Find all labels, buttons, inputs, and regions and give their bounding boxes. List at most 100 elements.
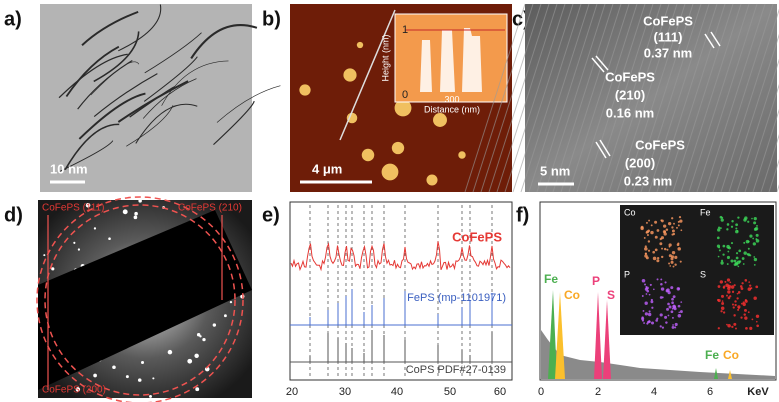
map-dot bbox=[644, 301, 648, 305]
map-dot bbox=[733, 314, 736, 317]
peak-label: P bbox=[592, 274, 600, 288]
fringe-markers bbox=[591, 31, 721, 159]
map-dot bbox=[648, 310, 651, 313]
spot bbox=[51, 267, 55, 271]
fringe bbox=[488, 3, 550, 193]
map-dot bbox=[731, 325, 734, 329]
spot bbox=[75, 387, 81, 392]
map-dot bbox=[670, 260, 674, 264]
map-dot bbox=[716, 236, 720, 240]
panel-label: a) bbox=[4, 8, 22, 30]
spot bbox=[195, 387, 200, 392]
xrd-trace bbox=[290, 241, 511, 272]
map-dot bbox=[733, 322, 737, 326]
spot bbox=[140, 192, 145, 196]
map-dot bbox=[755, 285, 759, 289]
map-dot bbox=[668, 262, 671, 265]
map-dot bbox=[647, 240, 651, 243]
map-dot bbox=[733, 284, 736, 287]
map-dot bbox=[646, 321, 650, 324]
map-dot bbox=[726, 255, 730, 259]
map-dot bbox=[667, 222, 672, 226]
map-dot bbox=[744, 216, 748, 220]
fringe bbox=[536, 3, 598, 193]
map-dot bbox=[676, 243, 680, 247]
spot bbox=[133, 215, 138, 220]
tick-label: 6 bbox=[707, 386, 713, 398]
fringe bbox=[576, 3, 638, 193]
map-dot bbox=[749, 234, 753, 238]
map-dot bbox=[730, 259, 734, 263]
map-dot bbox=[755, 233, 759, 237]
map-dot bbox=[731, 290, 735, 293]
map-dot bbox=[722, 244, 726, 248]
map-dot bbox=[749, 326, 753, 330]
fringe bbox=[656, 3, 718, 193]
map-dot bbox=[751, 217, 753, 220]
eds-peak bbox=[594, 292, 602, 379]
map-dot bbox=[659, 325, 662, 328]
spot bbox=[199, 335, 202, 338]
map-label: S bbox=[700, 269, 706, 279]
map-dot bbox=[671, 233, 674, 236]
map-dot bbox=[656, 259, 660, 263]
map-dot bbox=[726, 244, 730, 249]
fringe bbox=[720, 8, 779, 193]
map-dot bbox=[717, 285, 721, 288]
map-dot bbox=[716, 244, 721, 248]
map-dot bbox=[729, 281, 732, 284]
panel-label: f) bbox=[516, 204, 529, 226]
annotation: CoFePS bbox=[643, 13, 693, 28]
map-dot bbox=[748, 281, 751, 283]
map-dot bbox=[720, 218, 724, 222]
map-dot bbox=[739, 285, 743, 288]
spot bbox=[137, 378, 142, 382]
sheet-edge bbox=[161, 60, 229, 106]
map-dot bbox=[729, 295, 732, 298]
map-dot bbox=[656, 278, 659, 281]
map-dot bbox=[738, 249, 742, 253]
map-dot bbox=[756, 324, 759, 328]
map-dot bbox=[719, 227, 722, 230]
tick-label: 50 bbox=[444, 386, 456, 398]
fringe bbox=[520, 3, 582, 193]
map-dot bbox=[755, 320, 758, 323]
map-dot bbox=[717, 226, 721, 229]
eds-maps bbox=[620, 205, 774, 335]
spot bbox=[229, 300, 233, 304]
map-dot bbox=[665, 321, 668, 324]
tem-image bbox=[40, 4, 252, 192]
map-dot bbox=[676, 226, 678, 229]
sheet-edge bbox=[190, 24, 258, 60]
map-dot bbox=[740, 316, 743, 319]
map-dot bbox=[651, 306, 654, 309]
map-dot bbox=[673, 307, 677, 311]
fringe bbox=[712, 3, 774, 193]
map-dot bbox=[737, 265, 740, 268]
map-dot bbox=[654, 235, 658, 239]
annotation: 0.16 nm bbox=[606, 105, 654, 120]
sheet-edge bbox=[118, 4, 162, 52]
map-dot bbox=[755, 314, 760, 319]
map-dot bbox=[644, 283, 647, 286]
map-dot bbox=[654, 248, 658, 252]
map-dot bbox=[745, 239, 750, 244]
map-dot bbox=[663, 247, 667, 251]
map-dot bbox=[644, 247, 648, 251]
fringe bbox=[688, 3, 750, 193]
sheet-edge bbox=[64, 123, 120, 171]
map-dot bbox=[727, 290, 731, 294]
map-dot bbox=[732, 306, 735, 309]
map-dot bbox=[716, 298, 720, 302]
map-dot bbox=[726, 294, 728, 297]
map-dot bbox=[722, 311, 726, 314]
fringe bbox=[528, 3, 590, 193]
map-dot bbox=[641, 317, 645, 321]
map-dot bbox=[736, 230, 739, 232]
beam-stop bbox=[38, 210, 252, 390]
map-dot bbox=[648, 293, 651, 296]
panel-label: e) bbox=[262, 204, 280, 226]
map-dot bbox=[671, 301, 674, 305]
fringe bbox=[672, 3, 734, 193]
